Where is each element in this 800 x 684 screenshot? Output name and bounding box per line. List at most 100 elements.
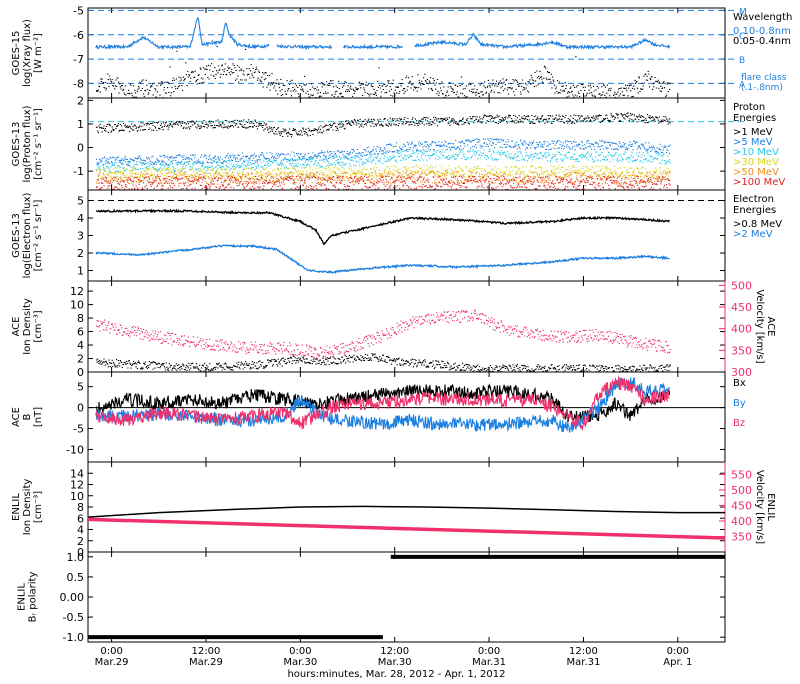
y-axis-label-line: GOES-15 [11,31,22,76]
legend-title: Wavelength [733,12,792,23]
y-tick-label: 14 [70,467,84,480]
y-axis-label-line: log(Xray flux) [22,19,33,87]
y-axis-label-line: [cm⁻³] [33,491,44,523]
x-tick-time-label: 12:00 [380,646,409,657]
right-y-tick-label: 300 [731,366,752,379]
y-axis-label: ACEB[nT] [11,407,44,427]
y-axis-label-line: ENLIL [11,493,22,521]
y-tick-label: 0 [77,366,84,379]
legend-note: flare class [741,73,787,83]
y-tick-label: -5 [73,4,84,17]
right-axis-prefix: ACE [765,317,776,337]
legend-title: Electron [733,194,774,205]
panel-goes15: -8 -7 -6 -5 GOES-15log(Xray flux)[W m⁻²] A B C M… [11,4,792,99]
panel-series-group [88,505,725,540]
series-bz [95,375,670,431]
panel-series-group [95,208,671,275]
panel-series-group [95,112,671,190]
legend-title: Proton [733,102,765,113]
series--2-mev [95,243,670,275]
panel-series-group [88,554,725,640]
legend-entry: >100 MeV [733,177,785,188]
y-tick-label: 12 [70,285,84,298]
legend-entry: Bz [733,418,745,429]
right-axis-prefix: ENLIL [765,493,776,521]
right-axis-title: Velocity [km/s] [754,470,765,544]
legend-entry: Bx [733,378,746,389]
x-tick-date-label: Mar.29 [95,657,129,668]
right-y-tick-label: 450 [731,301,752,314]
y-axis-label-line: ACE [11,317,22,337]
y-tick-label: 2 [77,94,84,107]
y-axis-label: ENLILIon Density[cm⁻³] [11,479,44,536]
y-tick-label: -1.0 [63,631,84,644]
flare-class-label: A [739,80,746,90]
panel-frame [87,189,726,282]
y-tick-label: 0 [77,142,84,155]
y-axis-label: ACEIon Density[cm⁻³] [11,298,44,355]
series-0-10-0-8nm [95,16,671,51]
y-tick-label: 8 [77,312,84,325]
y-axis-label-line: log(Proton flux) [22,105,33,182]
panel-goes13_electron: 1 2 3 4 5 GOES-13log(Electron flux)[cm⁻² s⁻¹ … [11,189,782,282]
y-tick-label: 5 [77,381,84,394]
legend-title: Energies [733,113,776,124]
y-axis-label: GOES-13log(Proton flux)[cm⁻² s⁻¹ sr⁻¹] [11,105,44,182]
panel-enlil_polarity: -1.0 -0.5 0.00 0.5 1.0 ENLILBᵣ polarity [17,551,726,644]
flare-class-label: C [739,32,745,42]
right-y-tick-label: 450 [731,499,752,512]
y-axis-label-line: [cm⁻³] [33,310,44,342]
series-bx [95,383,671,423]
y-tick-label: 2 [77,535,84,548]
series-ion-density [95,353,671,372]
panel-frame [87,280,726,373]
legend-entry: >1 MeV [733,127,773,138]
y-axis-label: ENLILBᵣ polarity [17,572,39,623]
y-axis-label-line: [cm⁻² s⁻¹ sr⁻¹] [33,200,44,272]
y-tick-label: 1 [77,118,84,131]
y-tick-label: 6 [77,326,84,339]
series-line-velocity [88,517,725,540]
y-axis-label-line: ENLIL [17,583,28,611]
y-tick-label: -7 [73,53,84,66]
legend-entry: 0.10-0.8nm [733,26,791,37]
y-axis-label-line: Ion Density [22,479,33,536]
flare-class-label: B [739,56,745,66]
series--100-mev [95,175,671,190]
right-y-tick-label: 500 [731,279,752,292]
right-y-tick-label: 400 [731,323,752,336]
y-axis-label-line: Ion Density [22,298,33,355]
x-tick-date-label: Apr. 1 [663,657,692,668]
legend-note: (.1-.8nm) [741,83,783,93]
legend-entry: >2 MeV [733,229,773,240]
y-tick-label: 12 [70,479,84,492]
panel-series-group [95,16,671,98]
y-axis-label: GOES-13log(Electron flux)[cm⁻² s⁻¹ sr⁻¹] [11,193,44,279]
legend-entry: >0.8 MeV [733,219,782,230]
y-tick-label: 5 [77,195,84,208]
y-axis-label-line: [W m⁻²] [33,33,44,73]
y-axis-label-line: GOES-13 [11,213,22,258]
right-y-tick-label: 350 [731,530,752,543]
panel-frame [87,7,726,99]
y-tick-label: -0.5 [63,611,84,624]
y-tick-label: -6 [73,29,84,42]
y-tick-label: 8 [77,501,84,514]
series-0-05-0-4nm [95,40,671,98]
x-tick-time-label: 0:00 [667,646,689,657]
y-tick-label: -1 [73,165,84,178]
flare-class-label: M [739,7,747,17]
y-tick-label: 0 [77,402,84,415]
y-tick-label: 2 [77,353,84,366]
y-axis-label: GOES-15log(Xray flux)[W m⁻²] [11,19,44,87]
y-axis-label-line: log(Electron flux) [22,193,33,279]
right-axis-title: Velocity [km/s] [754,289,765,363]
panel-ace_b: -10 -5 0 5 ACEB[nT] Bx By Bz [11,371,746,463]
y-axis-label-line: B [22,413,33,420]
y-tick-label: 1.0 [67,551,85,564]
y-tick-label: 10 [70,490,84,503]
legend-entry: >5 MeV [733,137,773,148]
panel-series-group [95,375,671,433]
